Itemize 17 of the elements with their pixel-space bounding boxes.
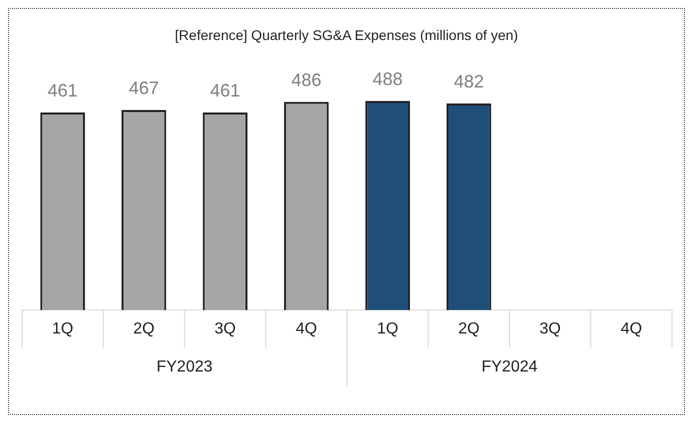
data-label: 461 — [210, 80, 240, 101]
data-label: 488 — [372, 68, 403, 89]
text: FY2023 — [156, 358, 213, 376]
x-tick-label: 2Q — [458, 320, 480, 338]
data-label: 467 — [128, 78, 159, 98]
x-tick-label: 2Q — [133, 320, 155, 338]
x-tick-label: 3Q — [214, 320, 236, 338]
data-label: 486 — [291, 70, 322, 90]
chart-title: [Reference] Quarterly SG&A Expenses (millions of yen) — [174, 27, 520, 43]
x-tick-label: 4Q — [620, 320, 642, 338]
x-tick-label: 4Q — [296, 320, 318, 338]
x-tick-label: 1Q — [376, 320, 398, 338]
text: FY2024 — [481, 358, 538, 376]
x-tick-label: 1Q — [52, 320, 74, 338]
data-label: 482 — [454, 72, 484, 92]
data-label: 461 — [48, 80, 78, 101]
x-tick-label: 3Q — [539, 320, 561, 338]
